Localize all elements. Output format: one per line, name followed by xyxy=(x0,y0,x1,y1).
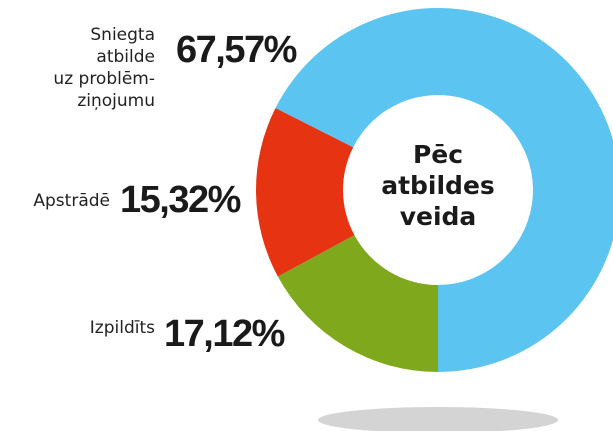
shadow xyxy=(318,407,558,431)
category-label: Sniegta atbilde uz problēm-ziņojumu xyxy=(53,25,155,111)
value-label: 67,57% xyxy=(176,29,297,71)
center-label: Pēc atbildes veida xyxy=(381,140,495,231)
category-label: Izpildīts xyxy=(90,318,155,338)
category-label: Apstrādē xyxy=(33,191,110,211)
value-label: 17,12% xyxy=(164,313,285,355)
donut-segment xyxy=(277,235,438,372)
donut-segment xyxy=(256,108,355,277)
value-label: 15,32% xyxy=(120,179,241,221)
donut-segment xyxy=(275,8,613,372)
